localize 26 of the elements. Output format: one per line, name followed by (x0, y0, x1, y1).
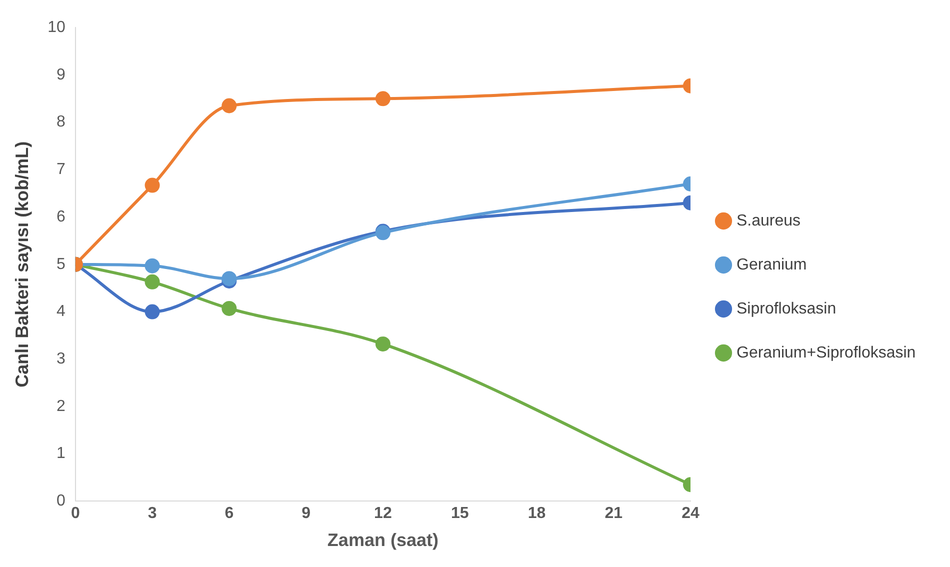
x-axis-title: Zaman (saat) (327, 530, 438, 550)
y-axis-title: Canlı Bakteri sayısı (kob/mL) (12, 141, 32, 388)
x-tick-label: 15 (450, 505, 469, 522)
y-tick-label: 8 (56, 114, 66, 131)
y-tick-label: 0 (56, 492, 66, 510)
x-tick-label: 18 (528, 505, 546, 522)
y-tick-label: 4 (56, 303, 66, 320)
y-tick-label: 7 (56, 161, 66, 178)
y-tick-label: 6 (56, 208, 66, 226)
legend-label: Geranium (736, 256, 807, 274)
x-tick-label: 24 (682, 505, 700, 522)
legend-label: Siprofloksasin (736, 300, 836, 318)
legend-label: S.aureus (736, 212, 801, 230)
legend-label: Geranium+Siprofloksasin (736, 344, 916, 362)
y-tick-label: 3 (56, 350, 66, 368)
y-tick-label: 5 (56, 256, 66, 273)
x-tick-label: 12 (374, 505, 392, 522)
x-tick-label: 9 (302, 505, 311, 522)
y-tick-label: 9 (56, 66, 66, 84)
x-tick-label: 21 (604, 505, 623, 522)
y-tick-label: 1 (56, 445, 66, 462)
x-tick-label: 0 (70, 505, 80, 522)
x-tick-label: 3 (148, 505, 157, 522)
x-tick-label: 6 (224, 505, 234, 522)
y-tick-label: 2 (56, 398, 66, 415)
y-tick-label: 10 (48, 19, 66, 36)
